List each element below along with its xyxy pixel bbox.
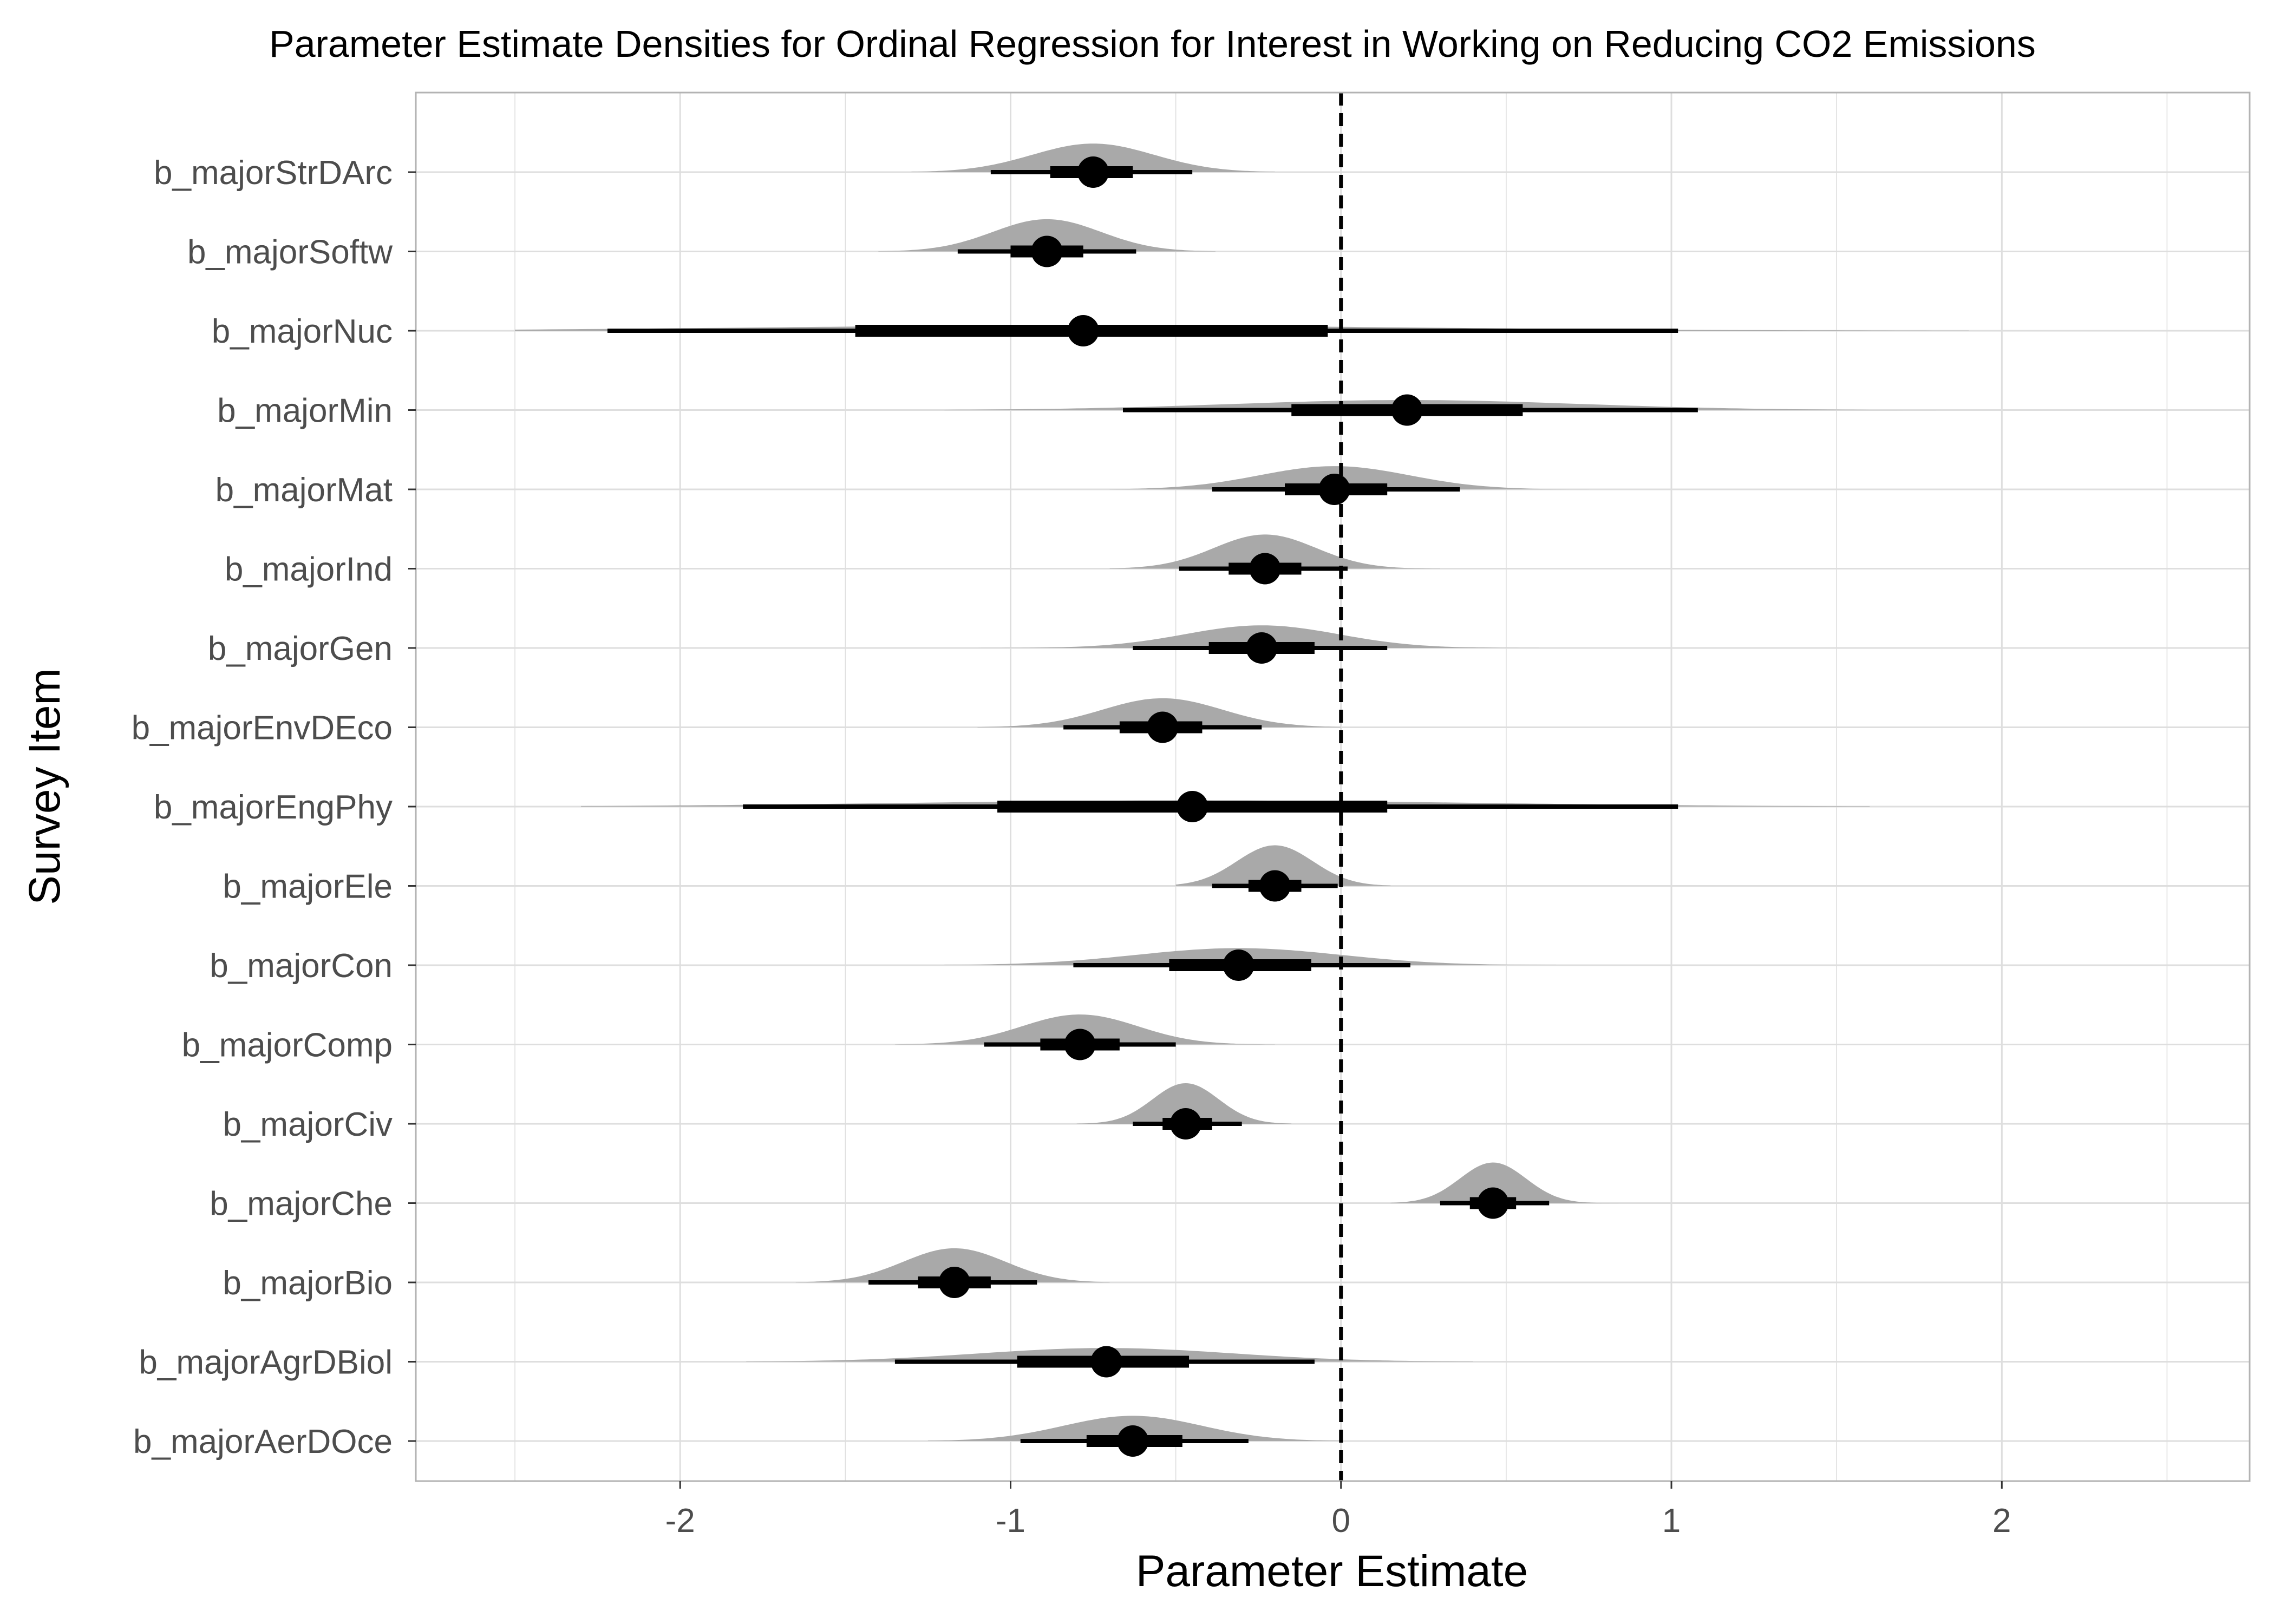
median-point bbox=[938, 1267, 970, 1298]
median-point bbox=[1077, 156, 1109, 188]
interval-layer bbox=[607, 156, 1698, 1457]
density-shape bbox=[878, 219, 1216, 252]
median-point bbox=[1246, 632, 1278, 664]
y-axis-title: Survey Item bbox=[20, 668, 69, 905]
x-axis-title: Parameter Estimate bbox=[1136, 1547, 1528, 1596]
median-point bbox=[1169, 1108, 1201, 1140]
density-shape bbox=[795, 1248, 1110, 1282]
y-tick-label: b_majorEle bbox=[223, 868, 393, 906]
panel-border bbox=[415, 91, 2251, 1482]
y-tick-label: b_majorGen bbox=[208, 630, 393, 667]
y-tick-label: b_majorEngPhy bbox=[154, 789, 393, 826]
x-tick-label: -1 bbox=[996, 1502, 1025, 1540]
x-tick-label: 2 bbox=[1992, 1502, 2011, 1540]
median-point bbox=[1064, 1029, 1096, 1060]
density-shape bbox=[1175, 845, 1391, 886]
panel-background bbox=[416, 93, 2250, 1481]
y-tick-label: b_majorInd bbox=[225, 551, 393, 588]
y-tick-label: b_majorNuc bbox=[212, 313, 393, 350]
median-point bbox=[1259, 870, 1291, 902]
median-point bbox=[1477, 1187, 1509, 1219]
y-tick-label: b_majorAgrDBiol bbox=[139, 1344, 393, 1381]
y-tick-label: b_majorCon bbox=[210, 947, 393, 985]
median-point bbox=[1147, 711, 1179, 743]
y-tick-label: b_majorBio bbox=[223, 1265, 393, 1302]
median-point bbox=[1117, 1425, 1149, 1457]
median-point bbox=[1090, 1346, 1122, 1378]
median-point bbox=[1177, 791, 1208, 822]
x-tick-label: 0 bbox=[1332, 1502, 1350, 1540]
x-axis: -2 -1 0 1 2 bbox=[665, 1481, 2011, 1540]
y-tick-label: b_majorMat bbox=[215, 472, 393, 509]
y-tick-label: b_majorCiv bbox=[223, 1106, 393, 1143]
median-point bbox=[1223, 949, 1254, 981]
y-tick-label: b_majorStrDArc bbox=[154, 154, 393, 192]
median-point bbox=[1249, 553, 1281, 585]
plot-panel bbox=[415, 91, 2251, 1482]
median-point bbox=[1067, 315, 1099, 346]
median-point bbox=[1318, 474, 1350, 505]
density-shape bbox=[1109, 466, 1589, 489]
y-tick-label: b_majorEnvDEco bbox=[132, 710, 393, 747]
density-shape bbox=[894, 1014, 1275, 1045]
y-axis: b_majorStrDArc b_majorSoftw b_majorNuc b_ma… bbox=[132, 154, 416, 1461]
x-tick-label: 1 bbox=[1662, 1502, 1681, 1540]
y-tick-label: b_majorMin bbox=[217, 392, 393, 430]
density-shape bbox=[1076, 1083, 1292, 1124]
x-tick-label: -2 bbox=[665, 1502, 695, 1540]
density-shape bbox=[1109, 534, 1440, 569]
density-shape bbox=[1390, 1162, 1622, 1203]
median-point bbox=[1391, 394, 1423, 426]
median-point bbox=[1031, 235, 1063, 267]
y-tick-label: b_majorSoftw bbox=[187, 234, 393, 271]
y-tick-label: b_majorChe bbox=[210, 1186, 393, 1223]
y-tick-label: b_majorAerDOce bbox=[133, 1423, 393, 1461]
chart-title: Parameter Estimate Densities for Ordinal… bbox=[269, 23, 2036, 65]
y-tick-label: b_majorComp bbox=[182, 1027, 393, 1064]
